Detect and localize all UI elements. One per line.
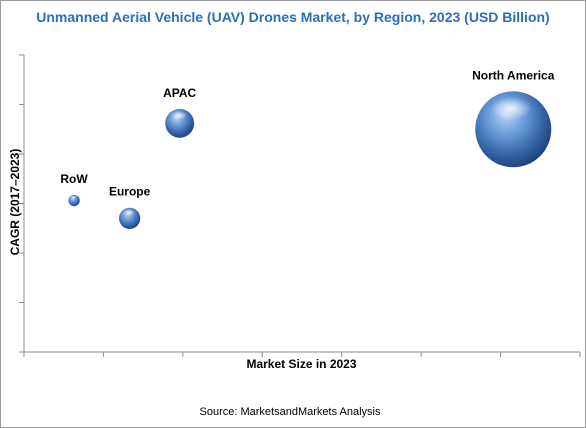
bubble-north-america (475, 91, 552, 168)
bubble-labels: North America APAC Europe RoW (60, 68, 554, 198)
bubble-europe (119, 207, 141, 229)
bubble-label-row: RoW (60, 172, 88, 186)
bubble-label-north-america: North America (472, 68, 555, 82)
bubble-label-europe: Europe (109, 185, 151, 199)
bubble-apac (165, 108, 195, 138)
bubble-label-apac: APAC (163, 86, 196, 100)
chart-title: Unmanned Aerial Vehicle (UAV) Drones Mar… (36, 9, 550, 25)
bubble-europe-highlight (123, 209, 135, 216)
bubble-apac-highlight (171, 111, 187, 120)
bubble-north-america-highlight (490, 96, 533, 120)
bubbles (68, 91, 552, 229)
y-axis (19, 54, 25, 353)
bubble-row-highlight (70, 195, 77, 200)
bubble-row (68, 194, 80, 207)
y-axis-ticks (19, 54, 24, 353)
source-note: Source: MarketsandMarkets Analysis (199, 406, 381, 418)
x-axis-label: Market Size in 2023 (246, 357, 357, 371)
x-axis (23, 351, 581, 357)
x-axis-ticks (23, 352, 581, 357)
